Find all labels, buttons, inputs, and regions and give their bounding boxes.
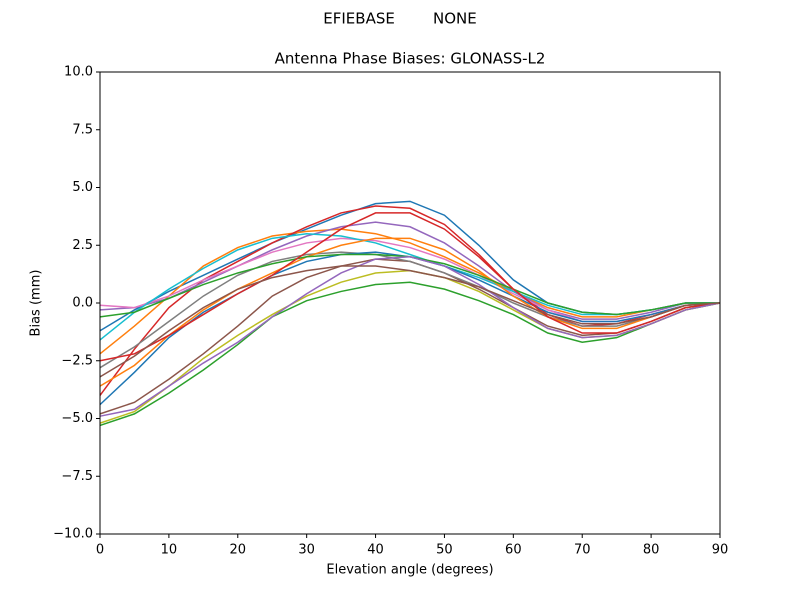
x-tick-label: 80 [643,543,660,558]
x-tick-label: 40 [367,543,384,558]
y-tick-label: −5.0 [61,411,93,426]
y-tick-label: 2.5 [72,238,93,253]
x-tick-label: 60 [505,543,522,558]
data-line [99,265,721,378]
y-tick-label: 10.0 [64,65,93,80]
data-line [99,237,721,387]
y-tick-label: −10.0 [53,527,93,542]
x-tick-label: 70 [574,543,591,558]
data-line [99,251,721,369]
data-line [99,212,721,362]
x-tick-label: 20 [230,543,247,558]
suptitle: EFIEBASE NONE [323,10,476,28]
data-line [99,221,720,320]
x-tick-label: 10 [161,543,178,558]
y-tick-label: 0.0 [72,296,93,311]
y-tick-label: −2.5 [61,353,93,368]
y-tick-label: −7.5 [61,469,93,484]
x-tick-label: 0 [96,543,104,558]
data-line [99,228,720,355]
x-tick-label: 30 [298,543,315,558]
x-tick-label: 50 [436,543,453,558]
x-axis-label: Elevation angle (degrees) [326,563,493,578]
y-tick-label: 7.5 [72,122,93,137]
y-tick-label: 5.0 [72,180,93,195]
y-axis-label: Bias (mm) [29,270,44,337]
data-line [99,256,721,417]
chart-title: Antenna Phase Biases: GLONASS-L2 [275,50,546,68]
data-line [99,281,721,427]
x-tick-label: 90 [712,543,729,558]
